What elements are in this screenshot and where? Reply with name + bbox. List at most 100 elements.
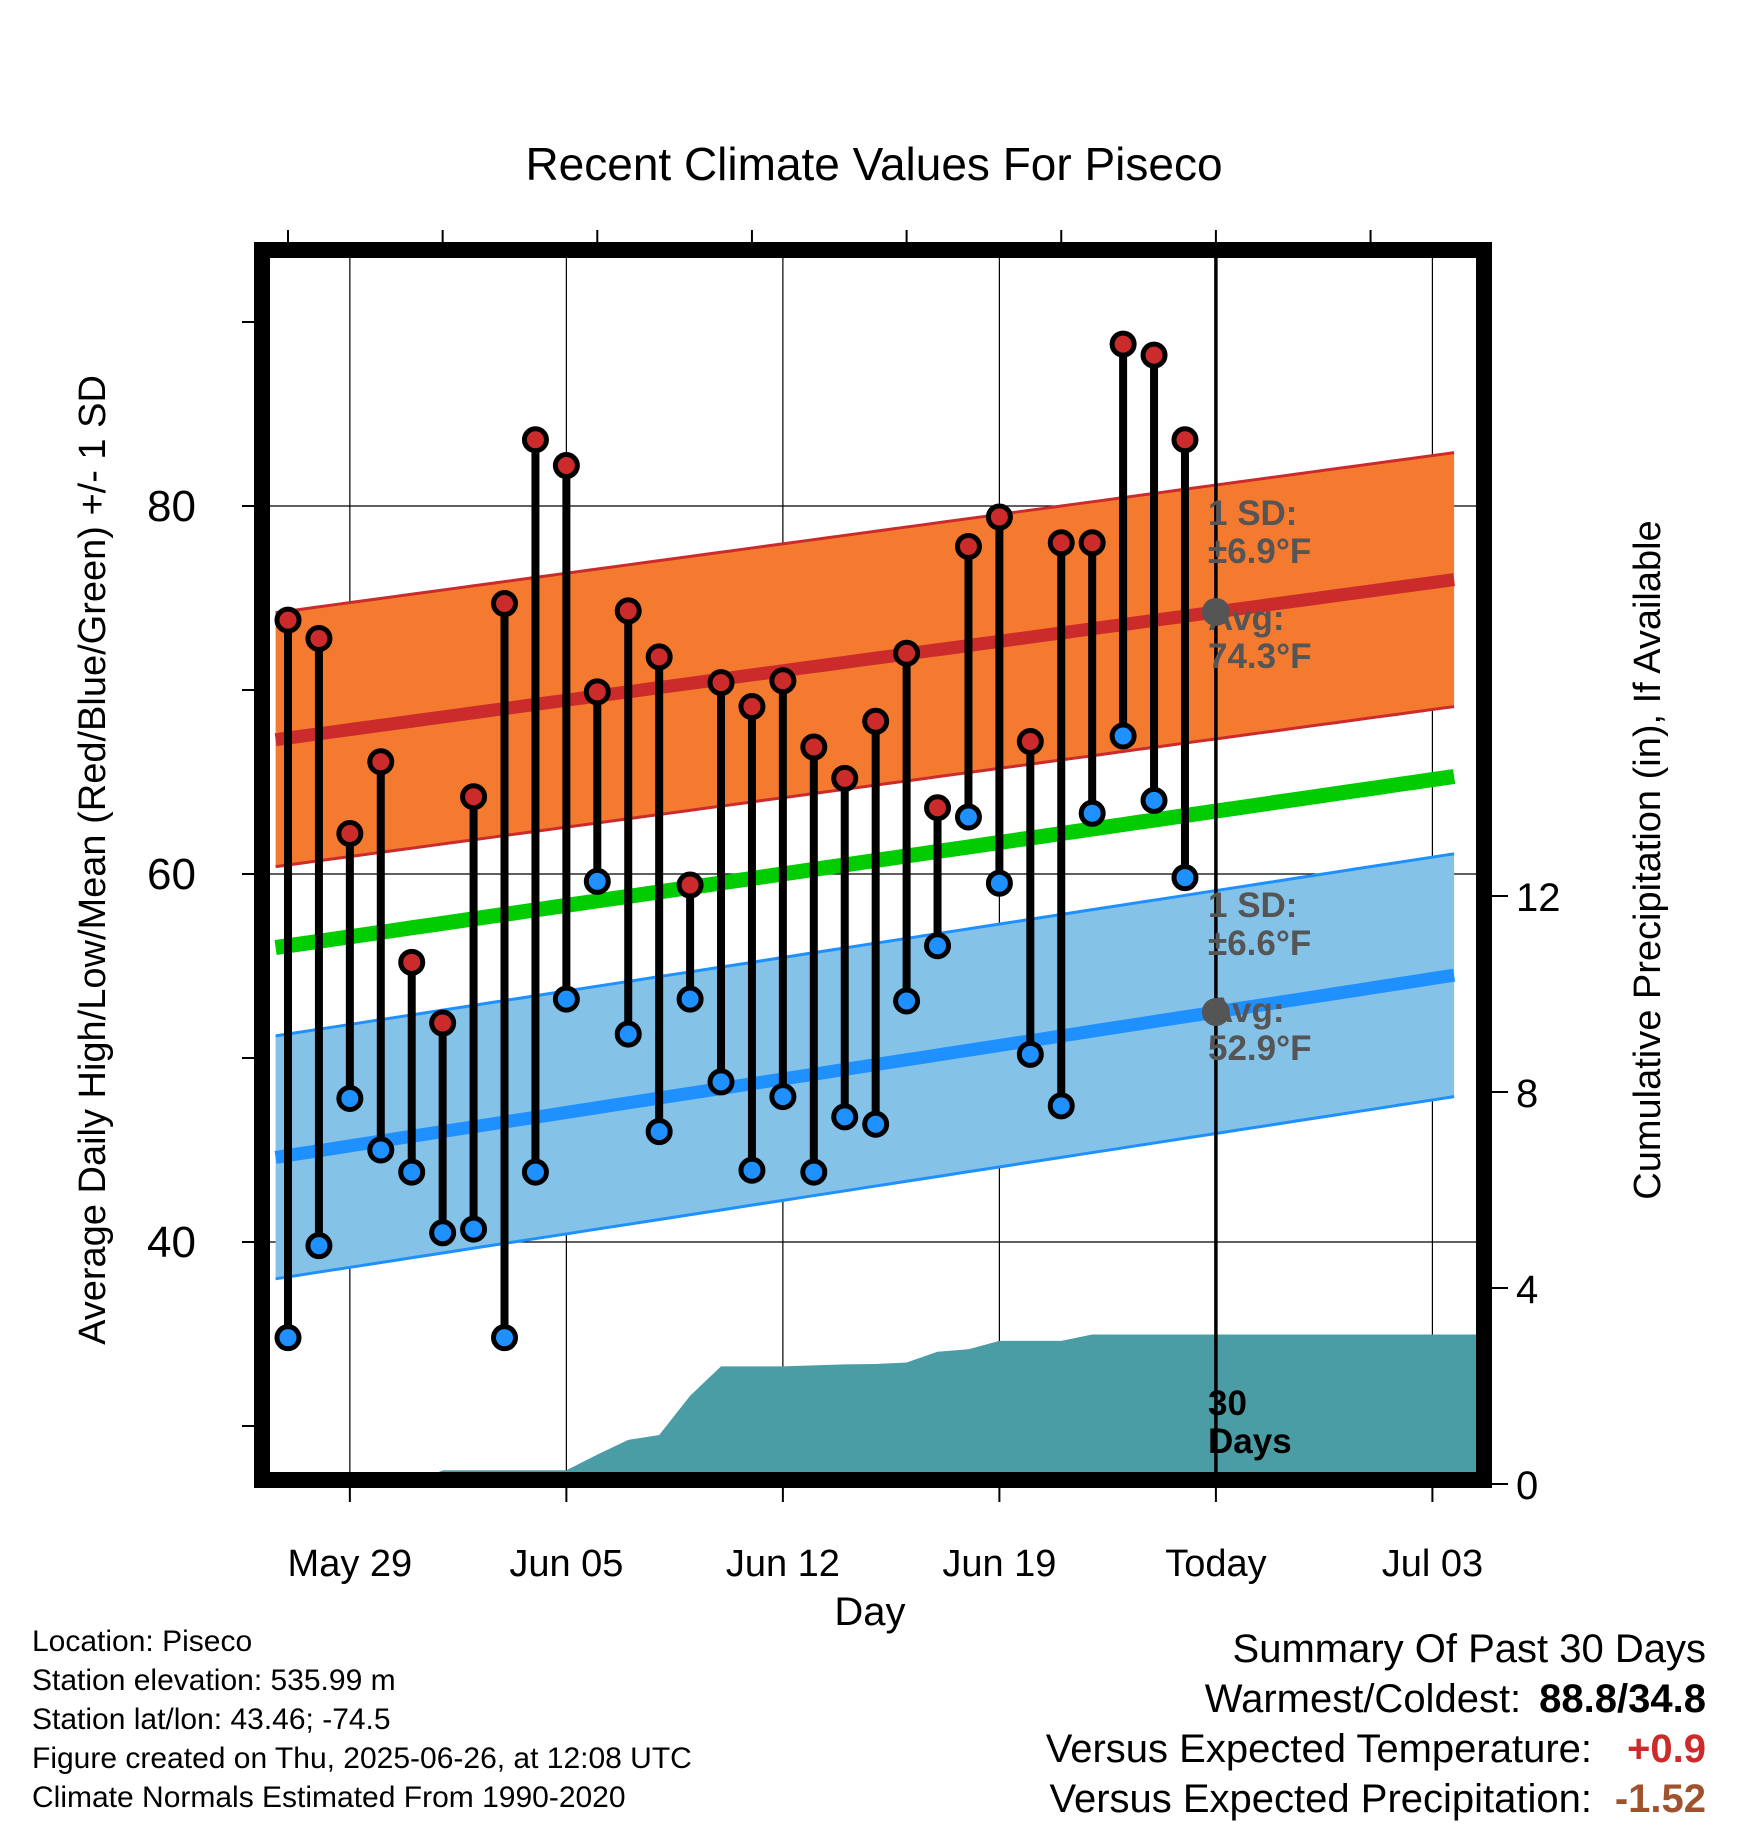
daily-low-point: [1171, 864, 1199, 892]
y2-tick-label: 12: [1516, 876, 1561, 920]
x-tick-label: May 29: [288, 1543, 413, 1585]
daily-low-point: [274, 1324, 302, 1352]
x-tick-label: Jun 19: [942, 1543, 1056, 1585]
daily-high-point: [521, 426, 549, 454]
temp-label: Versus Expected Temperature:: [1045, 1727, 1592, 1771]
y2-axis-label: Cumulative Precipitation (in), If Availa…: [1627, 520, 1669, 1199]
x-tick-label: Jun 12: [726, 1543, 840, 1585]
daily-low-point: [985, 869, 1013, 897]
y-tick-label: 80: [147, 482, 196, 531]
daily-high-point: [367, 748, 395, 776]
daily-high-point: [924, 794, 952, 822]
daily-low-point: [831, 1103, 859, 1131]
today-avg-low-marker: [1201, 998, 1230, 1027]
daily-high-point: [1171, 426, 1199, 454]
summary-heading: Summary Of Past 30 Days: [1232, 1627, 1706, 1671]
daily-low-point: [552, 985, 580, 1013]
daily-low-point: [1078, 799, 1106, 827]
y-tick-label: 60: [147, 850, 196, 899]
daily-low-point: [862, 1110, 890, 1138]
daily-low-point: [305, 1232, 333, 1260]
daily-high-point: [800, 733, 828, 761]
y-axis-label: Average Daily High/Low/Mean (Red/Blue/Gr…: [72, 375, 114, 1345]
plot-frame: [254, 242, 1492, 1488]
x-tick-label: Jun 05: [509, 1543, 623, 1585]
summary-panel: Summary Of Past 30 Days Warmest/Coldest:…: [1046, 1624, 1706, 1824]
daily-high-point: [552, 452, 580, 480]
daily-high-point: [460, 783, 488, 811]
daily-low-point: [336, 1084, 364, 1112]
daily-low-point: [398, 1158, 426, 1186]
precip-label: Versus Expected Precipitation:: [1049, 1777, 1592, 1821]
precip-value: -1.52: [1614, 1777, 1706, 1821]
temp-row: Versus Expected Temperature: +0.9: [1046, 1724, 1706, 1774]
daily-low-point: [1109, 722, 1137, 750]
daily-low-point: [769, 1083, 797, 1111]
high-avg-annotation: Avg:: [1208, 599, 1284, 638]
high-sd-annotation: 1 SD:: [1208, 494, 1297, 533]
today-days-label: Days: [1208, 1422, 1292, 1461]
daily-low-point: [614, 1020, 642, 1048]
precip-area: [288, 1334, 1484, 1480]
daily-low-point: [521, 1158, 549, 1186]
daily-high-point: [491, 590, 519, 618]
temp-value: +0.9: [1627, 1727, 1706, 1771]
today-avg-high-marker: [1201, 597, 1230, 626]
chart-title: Recent Climate Values For Piseco: [525, 138, 1222, 190]
high-sd-annotation: ±6.9°F: [1208, 532, 1311, 571]
x-tick-label: Jul 03: [1382, 1543, 1483, 1585]
elevation-text: Station elevation: 535.99 m: [32, 1664, 396, 1697]
daily-high-point: [1078, 529, 1106, 557]
latlon-text: Station lat/lon: 43.46; -74.5: [32, 1703, 391, 1736]
daily-low-point: [491, 1324, 519, 1352]
low-sd-annotation: ±6.6°F: [1208, 924, 1311, 963]
precip-row: Versus Expected Precipitation: -1.52: [1046, 1774, 1706, 1824]
daily-low-point: [429, 1219, 457, 1247]
daily-low-point: [800, 1158, 828, 1186]
daily-high-point: [769, 667, 797, 695]
high-avg-annotation: 74.3°F: [1208, 637, 1312, 676]
daily-high-point: [1047, 529, 1075, 557]
daily-high-point: [676, 871, 704, 899]
daily-high-point: [645, 643, 673, 671]
high-sd-upper-edge: [275, 451, 1455, 615]
daily-high-point: [429, 1009, 457, 1037]
daily-low-point: [707, 1068, 735, 1096]
daily-high-point: [985, 503, 1013, 531]
location-text: Location: Piseco: [32, 1625, 253, 1658]
daily-low-point: [924, 932, 952, 960]
daily-low-point: [893, 987, 921, 1015]
normals-text: Climate Normals Estimated From 1990-2020: [32, 1781, 626, 1814]
daily-high-point: [738, 693, 766, 721]
daily-high-point: [614, 597, 642, 625]
warm-cold-label: Warmest/Coldest:: [1204, 1677, 1522, 1721]
daily-high-point: [831, 764, 859, 792]
daily-high-point: [1140, 341, 1168, 369]
created-text: Figure created on Thu, 2025-06-26, at 12…: [32, 1742, 692, 1775]
daily-low-point: [676, 985, 704, 1013]
daily-high-point: [1016, 728, 1044, 756]
low-avg-annotation: 52.9°F: [1208, 1029, 1312, 1068]
x-tick-label: Today: [1165, 1543, 1266, 1585]
daily-low-point: [1047, 1092, 1075, 1120]
daily-high-point: [274, 606, 302, 634]
y2-tick-label: 4: [1516, 1268, 1538, 1312]
low-avg-annotation: Avg:: [1208, 991, 1284, 1030]
daily-high-point: [862, 707, 890, 735]
y2-tick-label: 0: [1516, 1464, 1538, 1508]
today-days-label: 30: [1208, 1384, 1247, 1423]
daily-high-point: [398, 948, 426, 976]
y2-tick-label: 8: [1516, 1072, 1538, 1116]
station-info: Location: Piseco Station elevation: 535.…: [32, 1622, 692, 1817]
daily-low-point: [367, 1136, 395, 1164]
daily-low-point: [1140, 786, 1168, 814]
daily-high-point: [954, 532, 982, 560]
x-axis-label: Day: [834, 1590, 905, 1634]
avg-high-line: [274, 573, 1455, 747]
daily-low-point: [583, 867, 611, 895]
warm-cold-value: 88.8/34.8: [1539, 1677, 1706, 1721]
daily-low-point: [645, 1118, 673, 1146]
